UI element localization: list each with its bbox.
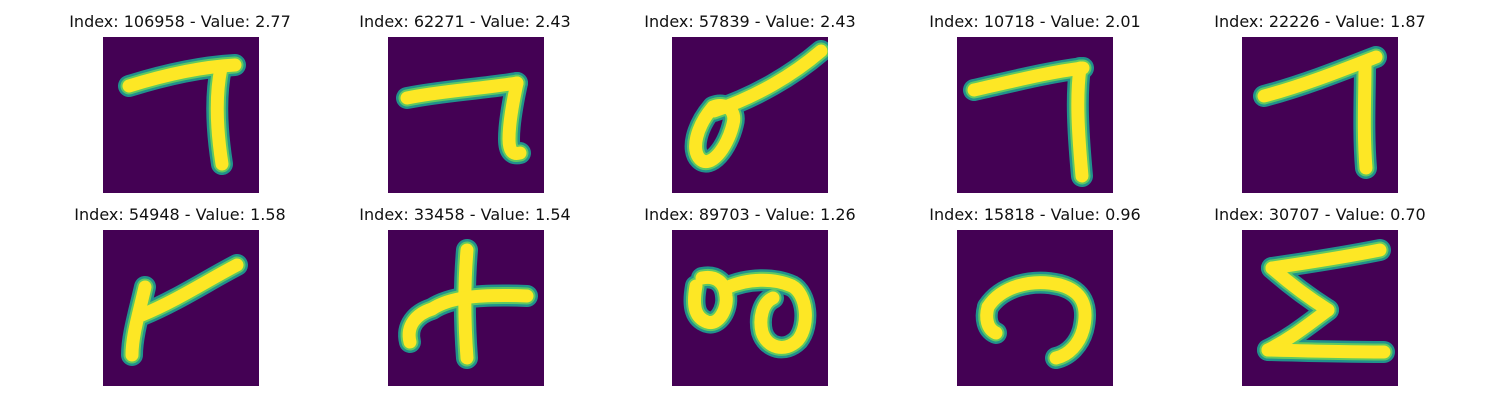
panel-title: Index: 10718 - Value: 2.01: [929, 12, 1141, 31]
digit-image-7: [388, 230, 544, 386]
digit-stroke-layer-3-2: [1071, 61, 1089, 183]
digit-canvas: [388, 37, 544, 193]
panel-6: Index: 54948 - Value: 1.58: [30, 193, 330, 393]
panel-title: Index: 106958 - Value: 2.77: [69, 12, 291, 31]
panel-5: Index: 22226 - Value: 1.87: [1170, 0, 1470, 200]
digit-image-6: [103, 230, 259, 386]
digit-image-3: [672, 37, 828, 193]
panel-title: Index: 33458 - Value: 1.54: [359, 205, 571, 224]
digit-image-9: [957, 230, 1113, 386]
panel-title: Index: 30707 - Value: 0.70: [1214, 205, 1426, 224]
digit-canvas: [672, 37, 828, 193]
digit-stroke-layer-3-1: [1265, 243, 1387, 275]
digit-canvas: [103, 230, 259, 386]
digit-stroke-layer-3-1: [967, 61, 1090, 97]
panel-2: Index: 62271 - Value: 2.43: [315, 0, 615, 200]
digit-stroke-layer-3-4: [1261, 343, 1391, 359]
digit-stroke-layer-3-1: [687, 270, 733, 329]
panel-title: Index: 15818 - Value: 0.96: [929, 205, 1141, 224]
digit-stroke-layer-3-2: [689, 99, 741, 168]
digit-image-5: [1242, 37, 1398, 193]
digit-stroke-layer-3-2: [502, 76, 527, 160]
digit-image-2: [388, 37, 544, 193]
panel-title: Index: 89703 - Value: 1.26: [644, 205, 856, 224]
panel-8: Index: 89703 - Value: 1.26: [600, 193, 900, 393]
digit-image-4: [957, 37, 1113, 193]
digit-stroke-layer-3-1: [400, 76, 524, 105]
panel-4: Index: 10718 - Value: 2.01: [885, 0, 1185, 200]
digit-image-8: [672, 230, 828, 386]
digit-stroke-layer-3-2: [135, 258, 244, 322]
digit-stroke-layer-3-2: [1357, 58, 1373, 175]
digit-canvas: [957, 37, 1113, 193]
panel-3: Index: 57839 - Value: 2.43: [600, 0, 900, 200]
panel-9: Index: 15818 - Value: 0.96: [885, 193, 1185, 393]
digit-image-1: [103, 37, 259, 193]
panel-title: Index: 22226 - Value: 1.87: [1214, 12, 1426, 31]
digit-stroke-layer-3-1: [125, 280, 152, 362]
digit-stroke-layer-3-2: [980, 300, 1003, 340]
digit-stroke-layer-3-1: [981, 276, 1092, 365]
digit-canvas: [957, 230, 1113, 386]
digit-stroke-layer-3-2: [210, 61, 229, 171]
digit-image-10: [1242, 230, 1398, 386]
digit-canvas: [672, 230, 828, 386]
digit-canvas: [1242, 37, 1398, 193]
panel-10: Index: 30707 - Value: 0.70: [1170, 193, 1470, 393]
panel-title: Index: 54948 - Value: 1.58: [74, 205, 286, 224]
digit-stroke-layer-3-2: [719, 273, 812, 354]
digit-stroke-layer-3-3: [402, 302, 439, 349]
panel-title: Index: 62271 - Value: 2.43: [359, 12, 571, 31]
panel-title: Index: 57839 - Value: 2.43: [644, 12, 856, 31]
digit-canvas: [388, 230, 544, 386]
digit-canvas: [1242, 230, 1398, 386]
panel-7: Index: 33458 - Value: 1.54: [315, 193, 615, 393]
digit-canvas: [103, 37, 259, 193]
panel-1: Index: 106958 - Value: 2.77: [30, 0, 330, 200]
